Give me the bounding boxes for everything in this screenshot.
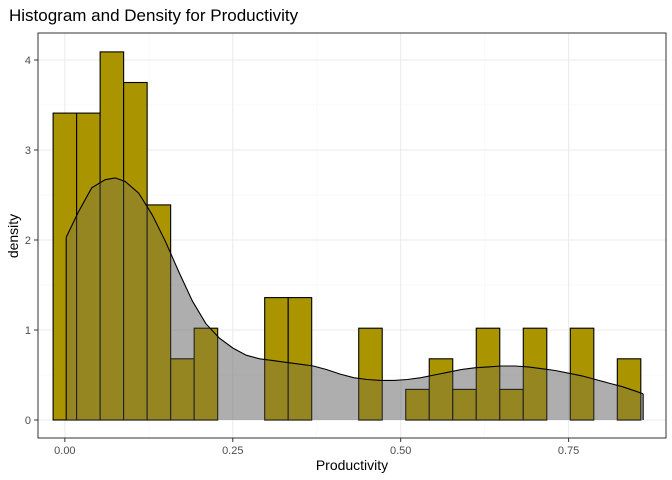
x-tick-label: 0.75 [558, 445, 579, 457]
chart-title: Histogram and Density for Productivity [9, 6, 299, 25]
y-tick-label: 2 [25, 235, 31, 247]
density-curve [65, 177, 644, 395]
histogram-bars [52, 51, 642, 421]
y-tick-label: 1 [25, 325, 31, 337]
histogram-bar [475, 327, 501, 421]
x-tick-label: 0.00 [54, 445, 75, 457]
y-axis-title: density [5, 214, 21, 258]
density-line-layer [65, 177, 644, 420]
histogram-bar [287, 297, 313, 421]
y-tick-label: 4 [25, 55, 31, 67]
y-tick-label: 0 [25, 415, 31, 427]
histogram-bar [522, 327, 548, 421]
x-tick-label: 0.25 [222, 445, 243, 457]
histogram-bar [569, 327, 595, 421]
plot-panel-border [37, 32, 667, 439]
y-axis-ticks: 0 1 2 3 4 [25, 55, 38, 427]
y-tick-label: 3 [25, 145, 31, 157]
histogram-bar [358, 327, 383, 421]
histogram-bar [193, 327, 219, 421]
histogram-bar [146, 204, 172, 421]
x-axis-title: Productivity [316, 457, 388, 473]
density-area-overlay [66, 177, 644, 420]
x-axis-ticks: 0.00 0.25 0.50 0.75 [54, 438, 579, 457]
x-tick-label: 0.50 [390, 445, 411, 457]
